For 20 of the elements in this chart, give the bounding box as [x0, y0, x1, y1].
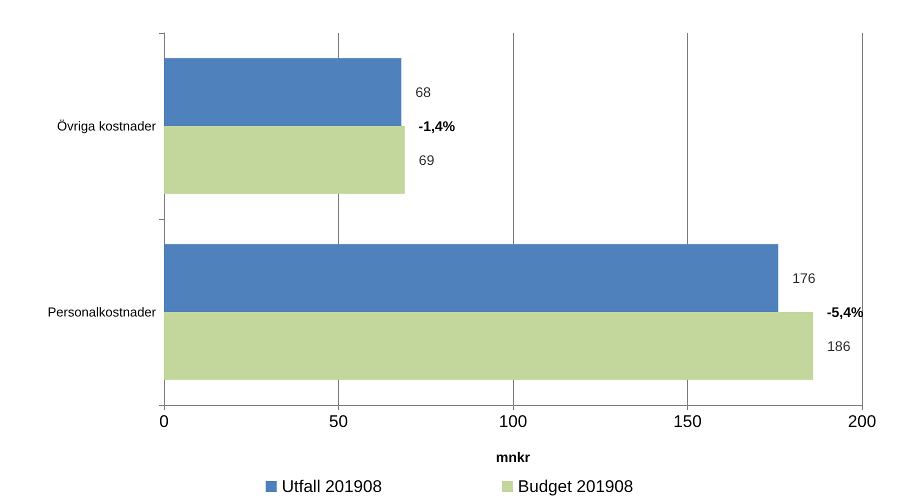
legend-label: Utfall 201908: [282, 477, 382, 496]
x-tick-label: 50: [329, 412, 348, 431]
x-tick-label: 0: [159, 412, 169, 431]
bar: [164, 126, 405, 194]
x-tick-label: 200: [848, 412, 876, 431]
legend-label: Budget 201908: [518, 477, 634, 496]
bar: [164, 58, 402, 126]
bar: [164, 244, 778, 312]
data-label: 69: [418, 152, 435, 168]
bar: [164, 312, 814, 380]
y-tick-label: Personalkostnader: [48, 304, 157, 320]
x-axis-title: mnkr: [496, 449, 531, 465]
data-label: 176: [792, 270, 816, 286]
data-label: 68: [415, 84, 432, 100]
annotation: -1,4%: [418, 118, 456, 134]
y-tick-label: Övriga kostnader: [57, 118, 157, 134]
annotation: -5,4%: [826, 304, 864, 320]
data-label: 186: [827, 338, 851, 354]
x-tick-label: 100: [498, 412, 528, 431]
x-tick-label: 150: [673, 412, 702, 431]
